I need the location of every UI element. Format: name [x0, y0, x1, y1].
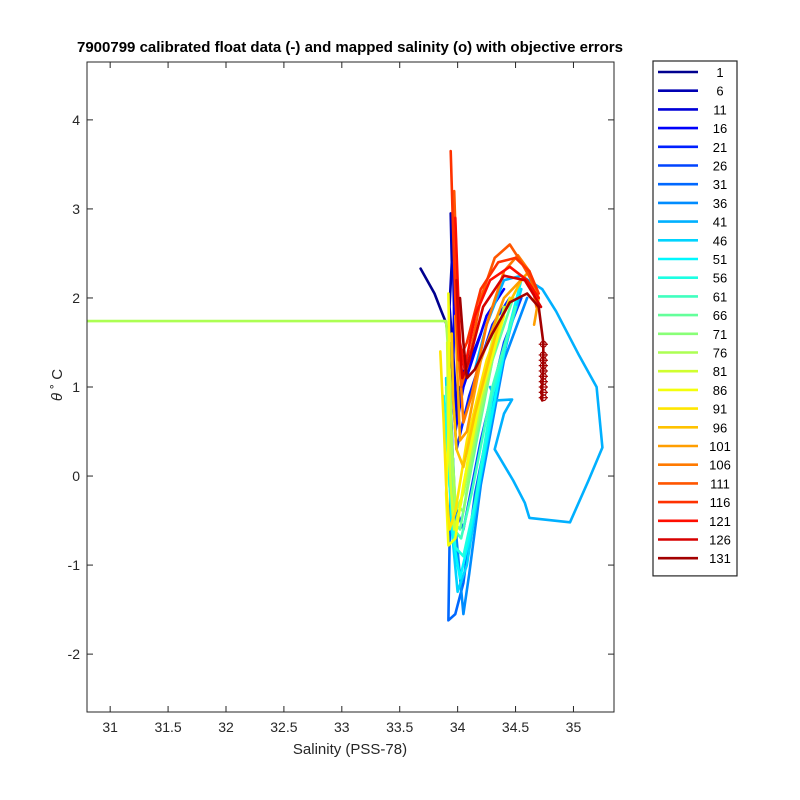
y-tick-label: 2 — [72, 290, 80, 306]
series-line-91 — [439, 296, 512, 531]
mapped-point — [539, 388, 547, 396]
legend-label-66: 66 — [713, 308, 727, 323]
x-tick-label: 33.5 — [386, 719, 413, 735]
legend-label-91: 91 — [713, 402, 727, 417]
mapped-point — [539, 394, 547, 402]
legend-label-56: 56 — [713, 271, 727, 286]
x-tick-label: 31.5 — [154, 719, 181, 735]
legend-label-116: 116 — [710, 495, 731, 510]
series-line-126 — [455, 274, 543, 380]
y-tick-label: 4 — [72, 112, 80, 128]
y-tick-label: 3 — [72, 201, 80, 217]
legend-label-76: 76 — [713, 346, 727, 361]
legend-label-121: 121 — [709, 514, 731, 529]
x-tick-label: 35 — [566, 719, 582, 735]
y-tick-label: -1 — [68, 557, 81, 573]
legend: 1611162126313641465156616671768186919610… — [652, 60, 738, 577]
legend-label-71: 71 — [713, 327, 727, 342]
legend-label-1: 1 — [716, 65, 723, 80]
legend-label-36: 36 — [713, 196, 727, 211]
y-tick-label: 1 — [72, 379, 80, 395]
series-line-131 — [458, 292, 545, 402]
legend-label-46: 46 — [713, 233, 727, 248]
chart-title: 7900799 calibrated float data (-) and ma… — [77, 39, 623, 56]
x-tick-label: 31 — [102, 719, 118, 735]
mapped-point — [539, 340, 547, 348]
mapped-point — [539, 356, 547, 364]
plot-area — [86, 61, 615, 713]
legend-label-51: 51 — [713, 252, 727, 267]
legend-label-21: 21 — [713, 140, 727, 155]
x-tick-label: 34 — [450, 719, 466, 735]
y-axis: -2 -1 0 1 2 3 4 — [68, 112, 614, 662]
series-line-86 — [444, 292, 506, 547]
plot-frame — [86, 61, 615, 713]
legend-label-41: 41 — [713, 215, 727, 230]
x-tick-label: 32.5 — [270, 719, 297, 735]
legend-label-106: 106 — [709, 458, 731, 473]
legend-label-31: 31 — [713, 177, 727, 192]
y-tick-label: -2 — [68, 646, 81, 662]
legend-label-131: 131 — [709, 551, 731, 566]
legend-label-96: 96 — [713, 420, 727, 435]
y-axis-label-unit: ˚ C — [49, 369, 66, 389]
mapped-point — [539, 383, 547, 391]
series-lines — [87, 149, 604, 622]
mapped-point — [539, 372, 547, 380]
legend-label-61: 61 — [713, 289, 727, 304]
legend-label-26: 26 — [713, 159, 727, 174]
legend-label-16: 16 — [713, 121, 727, 136]
mapped-point — [539, 351, 547, 359]
mapped-point — [539, 362, 547, 370]
x-tick-label: 33 — [334, 719, 350, 735]
legend-label-101: 101 — [709, 439, 731, 454]
mapped-salinity — [538, 340, 548, 402]
legend-label-126: 126 — [709, 533, 731, 548]
legend-label-86: 86 — [713, 383, 727, 398]
y-axis-label-symbol: θ — [49, 393, 66, 401]
mapped-point — [539, 367, 547, 375]
legend-label-111: 111 — [710, 476, 730, 491]
series-line-76 — [87, 305, 506, 513]
y-axis-label: θ ˚ C — [49, 369, 66, 401]
mapped-point — [539, 378, 547, 386]
legend-label-11: 11 — [713, 102, 727, 117]
x-axis-label: Salinity (PSS-78) — [293, 741, 407, 758]
legend-label-81: 81 — [713, 364, 727, 379]
x-tick-label: 34.5 — [502, 719, 529, 735]
x-tick-label: 32 — [218, 719, 234, 735]
legend-label-6: 6 — [716, 84, 723, 99]
y-tick-label: 0 — [72, 468, 80, 484]
x-axis: 31 31.5 32 32.5 33 33.5 34 34.5 35 — [102, 62, 581, 735]
